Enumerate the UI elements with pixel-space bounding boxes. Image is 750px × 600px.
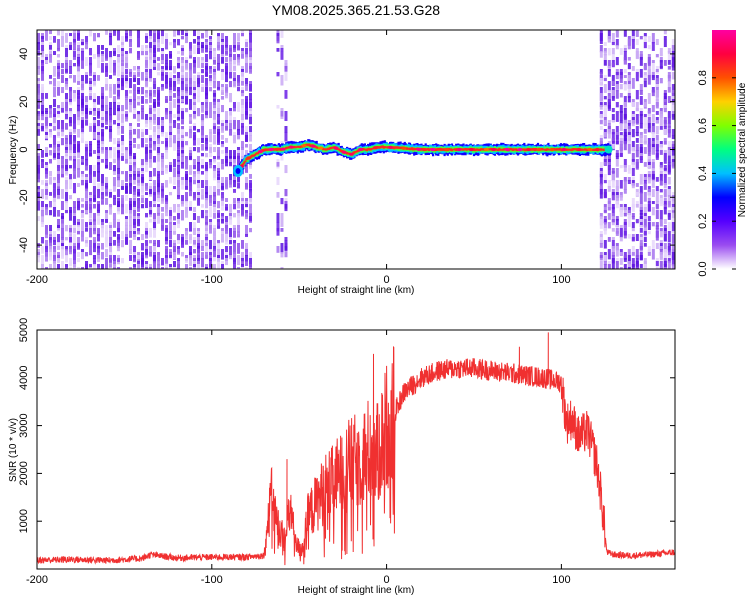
- colorbar-tick-label: 0.8: [697, 70, 709, 85]
- snr-y-tick-label: 4000: [18, 366, 30, 390]
- snr-frame: [36, 329, 676, 570]
- snr-x-tick-label: -100: [201, 574, 223, 586]
- spectrogram-y-tick-label: 20: [18, 96, 30, 108]
- snr-y-tick-label: 3000: [18, 413, 30, 437]
- snr-x-axis-title: Height of straight line (km): [298, 585, 415, 596]
- spectrogram-x-tick-label: 0: [384, 274, 390, 286]
- spectrogram-y-axis-title: Frequency (Hz): [8, 116, 19, 185]
- spectrogram-x-tick-label: 100: [552, 274, 570, 286]
- colorbar: 0.0 0.2 0.4 0.6 0.8 Normalized spectral ampl…: [697, 30, 748, 277]
- spectrogram-y-tick-label: -20: [18, 189, 30, 205]
- colorbar-gradient: [712, 30, 736, 269]
- spectrogram-y-tick-label: -40: [18, 237, 30, 253]
- colorbar-tick-label: 0.0: [697, 261, 709, 276]
- snr-series-line: [37, 332, 675, 566]
- colorbar-tick-label: 0.4: [697, 166, 709, 181]
- colorbar-ticks: 0.0 0.2 0.4 0.6 0.8: [697, 70, 736, 277]
- spectrogram-x-tick-label: -200: [26, 274, 48, 286]
- colorbar-tick-label: 0.2: [697, 214, 709, 229]
- snr-x-tick-label: 0: [384, 574, 390, 586]
- colorbar-tick-label: 0.6: [697, 118, 709, 133]
- snr-x-ticks: -200 -100 0 100: [26, 330, 571, 586]
- snr-y-axis-title: SNR (10 * v/v): [8, 418, 19, 482]
- snr-y-tick-label: 1000: [18, 509, 30, 533]
- spectrogram-x-ticks: -200 -100 0 100: [26, 30, 571, 286]
- snr-x-tick-label: -200: [26, 574, 48, 586]
- colorbar-label: Normalized spectral amplitude: [737, 82, 748, 217]
- spectrogram-signal-track: [233, 139, 613, 178]
- snr-y-tick-label: 2000: [18, 461, 30, 485]
- spectrogram-x-axis-title: Height of straight line (km): [298, 285, 415, 296]
- figure-title: YM08.2025.365.21.53.G28: [272, 2, 440, 18]
- spectrogram-y-tick-label: 40: [18, 48, 30, 60]
- snr-y-ticks: 1000 2000 3000 4000 5000: [18, 318, 675, 533]
- snr-panel: -200 -100 0 100 1000 2000 3000 4000 5000 Height…: [8, 318, 676, 596]
- spectrogram-y-tick-label: 0: [18, 146, 30, 152]
- spectrogram-y-ticks: -40 -20 0 20 40: [18, 48, 675, 253]
- spectrogram-noise-layer: [37, 30, 675, 269]
- spectrogram-x-tick-label: -100: [201, 274, 223, 286]
- snr-background: [37, 330, 675, 569]
- snr-y-tick-label: 5000: [18, 318, 30, 342]
- snr-x-tick-label: 100: [552, 574, 570, 586]
